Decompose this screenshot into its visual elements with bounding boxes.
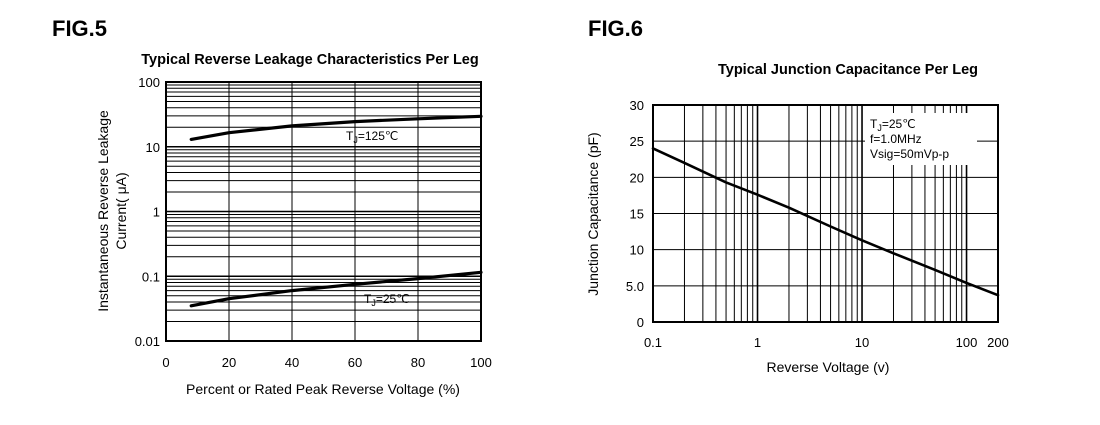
fig5-y-ticks: 0.01 0.1 1 10 100 [135, 75, 160, 349]
fig5-x-ticks: 0 20 40 60 80 100 [162, 355, 491, 370]
fig6-annotation-line3: Vsig=50mVp-p [870, 147, 949, 161]
fig5-plot-frame [165, 81, 482, 342]
fig5-series-line-0 [189, 114, 483, 141]
fig6-y-axis-label: Junction Capacitance (pF) [585, 132, 601, 295]
fig5-x-tick-label: 20 [222, 355, 236, 370]
fig6-annotation-line1: TJ=25℃ [870, 117, 916, 133]
fig5-x-tick-label: 100 [470, 355, 492, 370]
fig5-series-labels: TJ=125℃ TJ=25℃ [346, 129, 410, 308]
fig5-x-tick-label: 60 [348, 355, 362, 370]
series-label-25c: TJ=25℃ [364, 292, 410, 308]
fig6-chart: Typical Junction Capacitance Per Leg 0.1… [585, 62, 1009, 375]
fig5-y-tick-label: 100 [138, 75, 160, 90]
fig6-x-axis-label: Reverse Voltage (v) [767, 359, 890, 375]
fig5-y-axis-label-line2: Current( μA) [113, 172, 129, 249]
fig6-y-tick-label: 25 [630, 134, 644, 149]
fig5-label: FIG.5 [52, 16, 108, 41]
fig6-y-tick-label: 10 [630, 243, 644, 258]
fig5-x-tick-label: 0 [162, 355, 169, 370]
fig6-y-ticks: 0 5.0 10 15 20 25 30 [626, 98, 644, 330]
fig6-annotation-backdrop [865, 113, 977, 165]
fig6-series-line-0 [651, 147, 1000, 297]
fig6-x-tick-label: 200 [987, 335, 1009, 350]
fig5-x-tick-label: 40 [285, 355, 299, 370]
fig6-label: FIG.6 [588, 16, 644, 41]
fig5-y-tick-label: 10 [146, 140, 160, 155]
fig5-series-line-1 [189, 270, 483, 308]
fig5-x-tick-label: 80 [411, 355, 425, 370]
fig5-y-tick-label: 1 [153, 205, 160, 220]
fig6-y-tick-label: 5.0 [626, 279, 644, 294]
fig5-series [189, 114, 483, 308]
fig6-y-tick-label: 15 [630, 207, 644, 222]
series-label-125c: TJ=125℃ [346, 129, 398, 145]
fig5-y-tick-label: 0.1 [142, 269, 160, 284]
fig6-x-tick-label: 100 [956, 335, 978, 350]
fig6-plot-frame [652, 104, 999, 323]
fig5-chart: Typical Reverse Leakage Characteristics … [95, 52, 492, 397]
fig5-y-axis-label-line1: Instantaneous Reverse Leakage [95, 110, 111, 312]
fig5-chart-title: Typical Reverse Leakage Characteristics … [141, 52, 478, 68]
fig6-x-tick-label: 0.1 [644, 335, 662, 350]
fig6-y-tick-label: 30 [630, 98, 644, 113]
fig6-chart-title: Typical Junction Capacitance Per Leg [718, 62, 978, 78]
fig6-x-tick-label: 10 [855, 335, 869, 350]
fig5-x-axis-label: Percent or Rated Peak Reverse Voltage (%… [186, 381, 460, 397]
fig6-x-tick-label: 1 [754, 335, 761, 350]
fig6-series [651, 147, 1000, 297]
fig6-x-ticks: 0.1 1 10 100 200 [644, 335, 1009, 350]
fig6-y-tick-label: 0 [637, 315, 644, 330]
fig6-annotation-line2: f=1.0MHz [870, 132, 922, 146]
fig6-y-tick-label: 20 [630, 170, 644, 185]
fig5-y-tick-label: 0.01 [135, 334, 160, 349]
fig5-grid [166, 82, 481, 341]
